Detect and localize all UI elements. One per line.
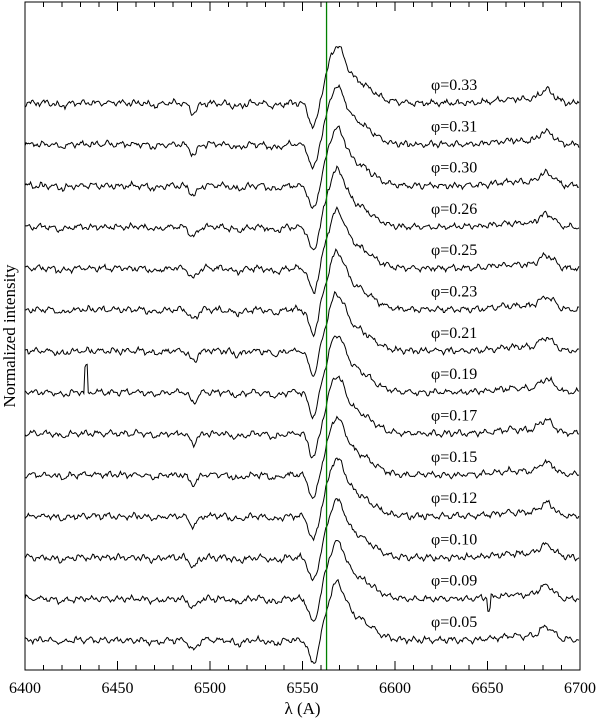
- x-tick-label: 6550: [287, 680, 319, 697]
- phase-label-8: φ=0.17: [431, 407, 477, 424]
- x-axis-title: λ (A): [284, 699, 320, 718]
- spectrum-line-11: [24, 498, 580, 582]
- phase-label-13: φ=0.05: [431, 614, 477, 631]
- spectrum-line-0: [24, 45, 580, 130]
- spectrum-line-6: [24, 290, 579, 377]
- spectrum-line-9: [24, 415, 580, 500]
- phase-label-1: φ=0.31: [431, 118, 477, 135]
- spectrum-line-10: [24, 457, 580, 542]
- x-tick-label: 6650: [472, 680, 504, 697]
- phase-label-4: φ=0.25: [431, 242, 477, 259]
- spectrum-line-12: [24, 539, 580, 622]
- x-tick-label: 6450: [102, 680, 134, 697]
- y-axis-title: Normalized intensity: [0, 264, 19, 408]
- phase-label-7: φ=0.19: [431, 366, 477, 383]
- phase-label-0: φ=0.33: [431, 77, 477, 94]
- x-tick-label: 6700: [564, 680, 596, 697]
- phase-label-6: φ=0.21: [431, 325, 477, 342]
- spectrum-line-5: [24, 248, 579, 338]
- phase-label-9: φ=0.15: [431, 449, 477, 466]
- phase-label-12: φ=0.09: [431, 573, 477, 590]
- spectrum-line-8: [24, 375, 580, 459]
- spectrum-line-2: [24, 125, 580, 209]
- phase-label-3: φ=0.26: [431, 201, 477, 218]
- plot-frame: [24, 1, 581, 671]
- x-tick-label: 6400: [9, 680, 41, 697]
- phase-label-2: φ=0.30: [431, 160, 477, 177]
- x-tick-label: 6500: [194, 680, 226, 697]
- spectrum-line-7: [24, 335, 580, 420]
- spectrum-line-4: [24, 206, 580, 295]
- phase-labels-layer: φ=0.33 φ=0.31 φ=0.30 φ=0.26 φ=0.25 φ=0.23 φ=0.…: [431, 77, 477, 631]
- spectra-layer: [24, 45, 580, 664]
- phase-label-10: φ=0.12: [431, 490, 477, 507]
- phase-label-11: φ=0.10: [431, 531, 477, 548]
- x-tick-label: 6600: [379, 680, 411, 697]
- spectrum-line-1: [24, 84, 580, 171]
- spectrum-line-13: [24, 578, 580, 664]
- tick-labels-layer: 6400 6450 6500 6550 6600 6650 6700: [9, 680, 596, 697]
- ticks-layer: [24, 2, 581, 670]
- spectrum-line-3: [24, 165, 580, 251]
- phase-label-5: φ=0.23: [431, 284, 477, 301]
